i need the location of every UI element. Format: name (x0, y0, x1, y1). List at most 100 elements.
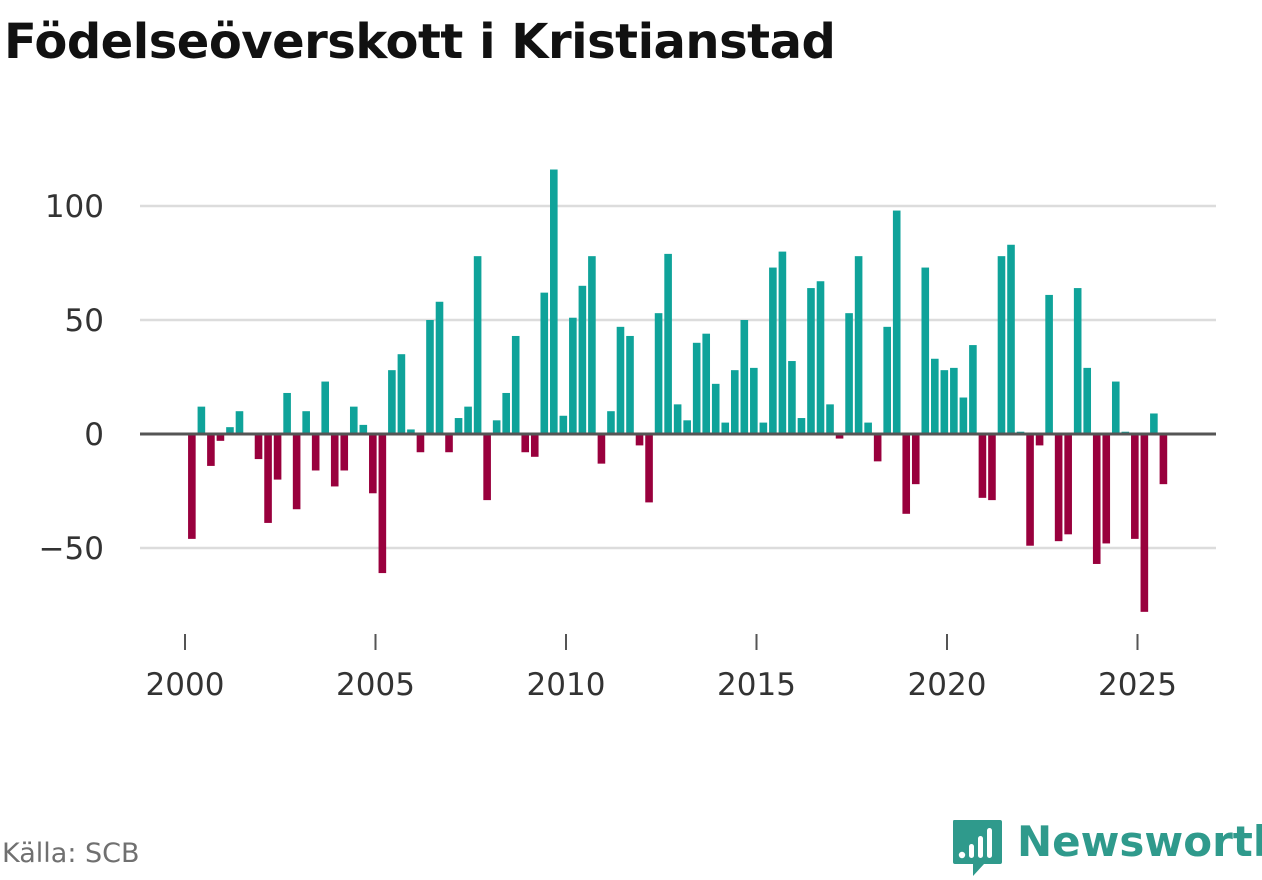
chart-title: Födelseöverskott i Kristianstad (4, 14, 836, 70)
bar (759, 422, 768, 434)
bar (188, 434, 196, 539)
bar (283, 392, 291, 434)
bar (1045, 294, 1053, 434)
x-tick-label: 2000 (146, 667, 225, 703)
bar (978, 434, 987, 498)
bar (1159, 434, 1168, 485)
bar (597, 434, 606, 464)
bar (264, 434, 272, 523)
bar (521, 434, 530, 453)
bar (235, 411, 244, 434)
brand-name: Newsworthy (1017, 817, 1262, 866)
bar (502, 392, 510, 434)
bar (292, 434, 301, 510)
bar (1092, 434, 1101, 564)
bar (359, 424, 368, 434)
bar (530, 434, 539, 457)
bar (378, 434, 387, 574)
x-tick-label: 2010 (527, 667, 606, 703)
bar (969, 345, 977, 434)
bar (1131, 434, 1139, 539)
bar (445, 434, 453, 453)
x-tick-label: 2020 (908, 667, 987, 703)
bar (721, 422, 730, 434)
bar (607, 411, 615, 434)
bar (388, 370, 396, 434)
bar (664, 253, 672, 434)
bar (226, 427, 234, 434)
bar (569, 317, 577, 434)
bar (435, 301, 444, 434)
bar (673, 404, 682, 434)
bar (397, 354, 406, 434)
bar (921, 267, 930, 434)
bar (369, 434, 377, 494)
bar (654, 313, 663, 434)
bar (711, 383, 720, 434)
bar (931, 358, 939, 434)
bar (864, 422, 872, 434)
bar (997, 256, 1006, 434)
bar (1073, 288, 1082, 434)
bar (1054, 434, 1063, 542)
bar (273, 434, 282, 480)
bar (626, 335, 634, 434)
bar (892, 210, 901, 434)
bar (940, 370, 949, 434)
bar (454, 418, 463, 434)
y-tick-label: 50 (65, 303, 104, 339)
bar (854, 256, 863, 434)
bar (635, 434, 644, 446)
bar (873, 434, 882, 462)
gridlines (140, 204, 1216, 550)
bar (197, 406, 206, 434)
bar (683, 420, 691, 434)
x-axis-ticks: 2000 2005 2010 2015 2020 2025 (146, 634, 1177, 703)
bar (550, 169, 558, 434)
bar (216, 434, 225, 441)
bar (302, 411, 310, 434)
bar (588, 256, 596, 434)
bar (330, 434, 339, 487)
y-axis-ticks: −50 0 50 100 (39, 189, 104, 567)
bar (1007, 244, 1015, 434)
bar (1083, 367, 1092, 434)
bar (1064, 434, 1072, 535)
bar (740, 320, 749, 434)
bar (769, 267, 777, 434)
bar (959, 397, 968, 434)
bar (311, 434, 320, 471)
bar (321, 381, 330, 434)
bar (950, 367, 958, 434)
x-tick-label: 2015 (717, 667, 796, 703)
bar (1035, 434, 1044, 446)
y-tick-label: −50 (39, 531, 104, 567)
source-note: Källa: SCB (2, 838, 140, 869)
bar (511, 335, 520, 434)
bar (797, 418, 806, 434)
bar (416, 434, 425, 453)
bar (645, 434, 653, 503)
bar (807, 288, 815, 434)
x-tick-label: 2005 (336, 667, 415, 703)
bar (426, 320, 434, 434)
bar (483, 434, 491, 501)
bar (1140, 434, 1149, 612)
bar (778, 251, 787, 434)
bar (702, 333, 711, 434)
bar (750, 367, 758, 434)
bar (473, 256, 482, 434)
bar (349, 406, 358, 434)
bar (911, 434, 920, 485)
bar (692, 342, 701, 434)
bar (988, 434, 996, 501)
bar (578, 285, 587, 434)
bar (1102, 434, 1111, 544)
bar (816, 281, 825, 434)
bar (826, 404, 834, 434)
bar (340, 434, 349, 471)
y-tick-label: 0 (84, 417, 104, 453)
bars (188, 169, 1168, 612)
bar (1150, 413, 1158, 434)
